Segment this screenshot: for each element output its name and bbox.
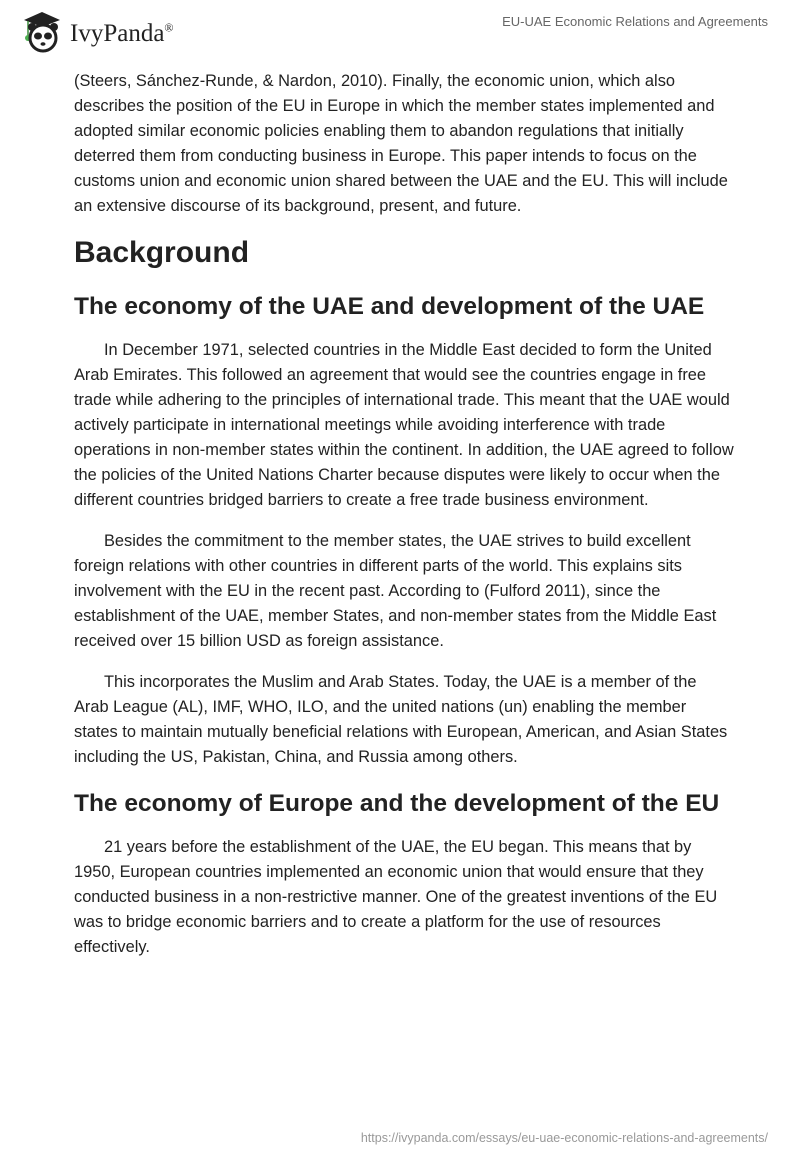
registered-mark: ®	[164, 20, 174, 35]
essay-body: (Steers, Sánchez-Runde, & Nardon, 2010).…	[74, 69, 734, 976]
page-header: IvyPanda® EU-UAE Economic Relations and …	[0, 0, 800, 60]
paragraph: Besides the commitment to the member sta…	[74, 532, 717, 650]
heading-eu-economy: The economy of Europe and the developmen…	[74, 790, 720, 817]
heading-background: Background	[74, 236, 250, 269]
paragraph: (Steers, Sánchez-Runde, & Nardon, 2010).…	[74, 72, 728, 215]
heading-uae-economy: The economy of the UAE and development o…	[74, 293, 705, 320]
paragraph: 21 years before the establishment of the…	[74, 838, 718, 956]
source-url[interactable]: https://ivypanda.com/essays/eu-uae-econo…	[360, 1131, 768, 1145]
panda-graduate-icon	[24, 12, 60, 53]
paragraph: In December 1971, selected countries in …	[74, 341, 734, 509]
logo-text: IvyPanda	[70, 20, 165, 47]
document-title: EU-UAE Economic Relations and Agreements	[502, 14, 768, 29]
ivypanda-logo[interactable]: IvyPanda®	[20, 8, 174, 54]
paragraph: This incorporates the Muslim and Arab St…	[74, 673, 728, 766]
